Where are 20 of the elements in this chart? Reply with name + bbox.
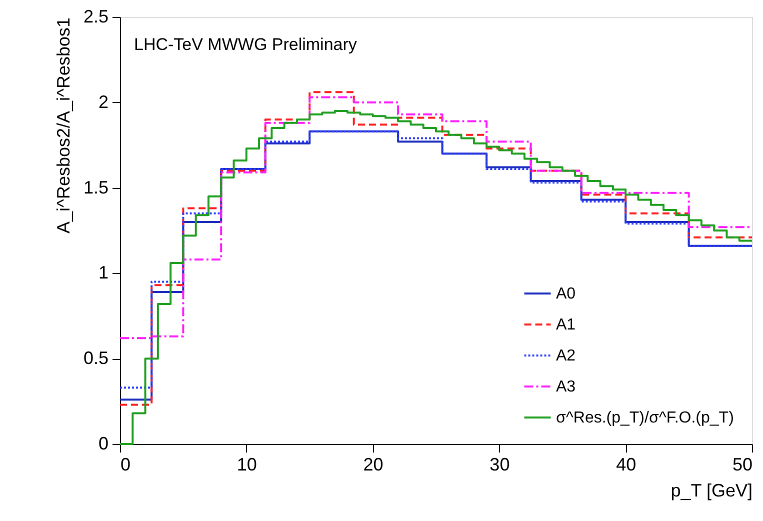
y-tick-label: 0 — [98, 434, 108, 454]
x-tick-label: 40 — [616, 454, 636, 474]
x-tick-label: 20 — [363, 454, 384, 474]
y-tick-label: 1 — [98, 262, 108, 283]
y-tick-label: 0.5 — [83, 348, 108, 368]
legend-label: A1 — [556, 316, 576, 334]
y-tick-label: 2.5 — [83, 6, 108, 26]
legend-label: A3 — [556, 378, 576, 396]
legend-label: A2 — [556, 348, 576, 364]
x-tick-label: 0 — [120, 454, 131, 474]
legend-label: A0 — [556, 286, 576, 302]
y-tick-label: 1.5 — [83, 177, 108, 198]
x-tick-label: 50 — [732, 454, 752, 474]
x-axis-title: p_T [GeV] — [670, 480, 752, 500]
x-tick-label: 30 — [490, 454, 510, 474]
y-axis-title: A_i^Resbos2/A_i^Resbos1 — [53, 18, 74, 234]
y-tick-label: 2 — [98, 92, 108, 112]
x-tick-label: 10 — [236, 454, 257, 474]
legend-label: σ^Res.(p_T)/σ^F.O.(p_T) — [556, 410, 734, 426]
annotation: LHC-TeV MWWG Preliminary — [134, 35, 358, 54]
